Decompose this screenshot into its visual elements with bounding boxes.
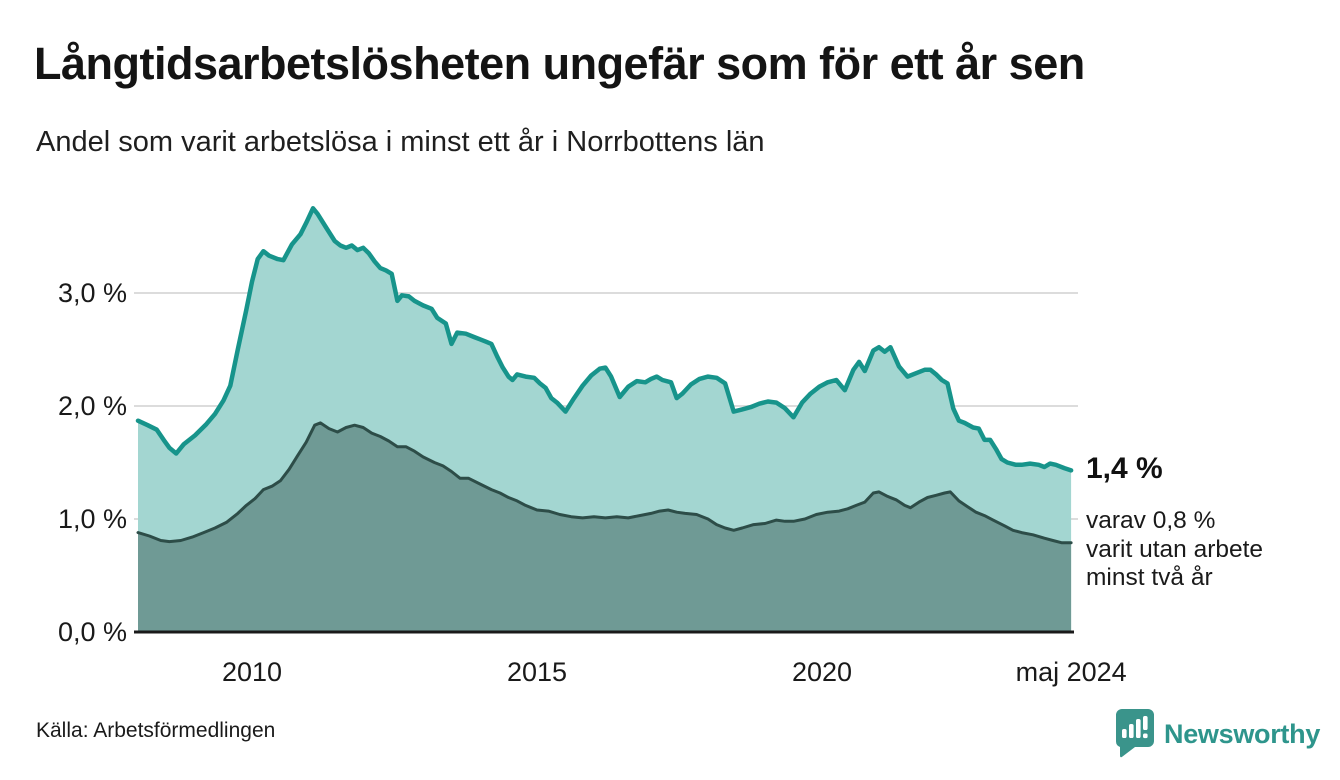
y-axis-tick-label: 3,0 % <box>57 278 127 308</box>
endpoint-value-label: 1,4 % <box>1086 452 1163 485</box>
series-line-0 <box>135 206 1074 473</box>
series-line-1 <box>136 421 1073 545</box>
x-axis-tick-label: 2020 <box>791 657 853 687</box>
newsworthy-wordmark: Newsworthy <box>1164 718 1321 749</box>
x-axis-tick-label: 2015 <box>506 657 568 687</box>
newsworthy-logo-icon <box>1116 709 1154 758</box>
newsworthy-logo: Newsworthy <box>1113 708 1320 760</box>
source-credit: Källa: Arbetsförmedlingen <box>36 719 276 742</box>
y-axis-tick-label: 2,0 % <box>57 391 127 421</box>
page-title: Långtidsarbetslösheten ungefär som för e… <box>34 38 1085 89</box>
y-axis-tick-label: 1,0 % <box>57 504 127 534</box>
series-area-1 <box>138 422 1072 632</box>
x-axis-tick-label: 2010 <box>221 657 283 687</box>
chart-subtitle: Andel som varit arbetslösa i minst ett å… <box>36 126 765 158</box>
endpoint-note: varav 0,8 % varit utan arbete minst två … <box>1086 507 1264 591</box>
x-axis-tick-label: maj 2024 <box>1015 657 1127 687</box>
y-axis-tick-label: 0,0 % <box>57 617 127 647</box>
